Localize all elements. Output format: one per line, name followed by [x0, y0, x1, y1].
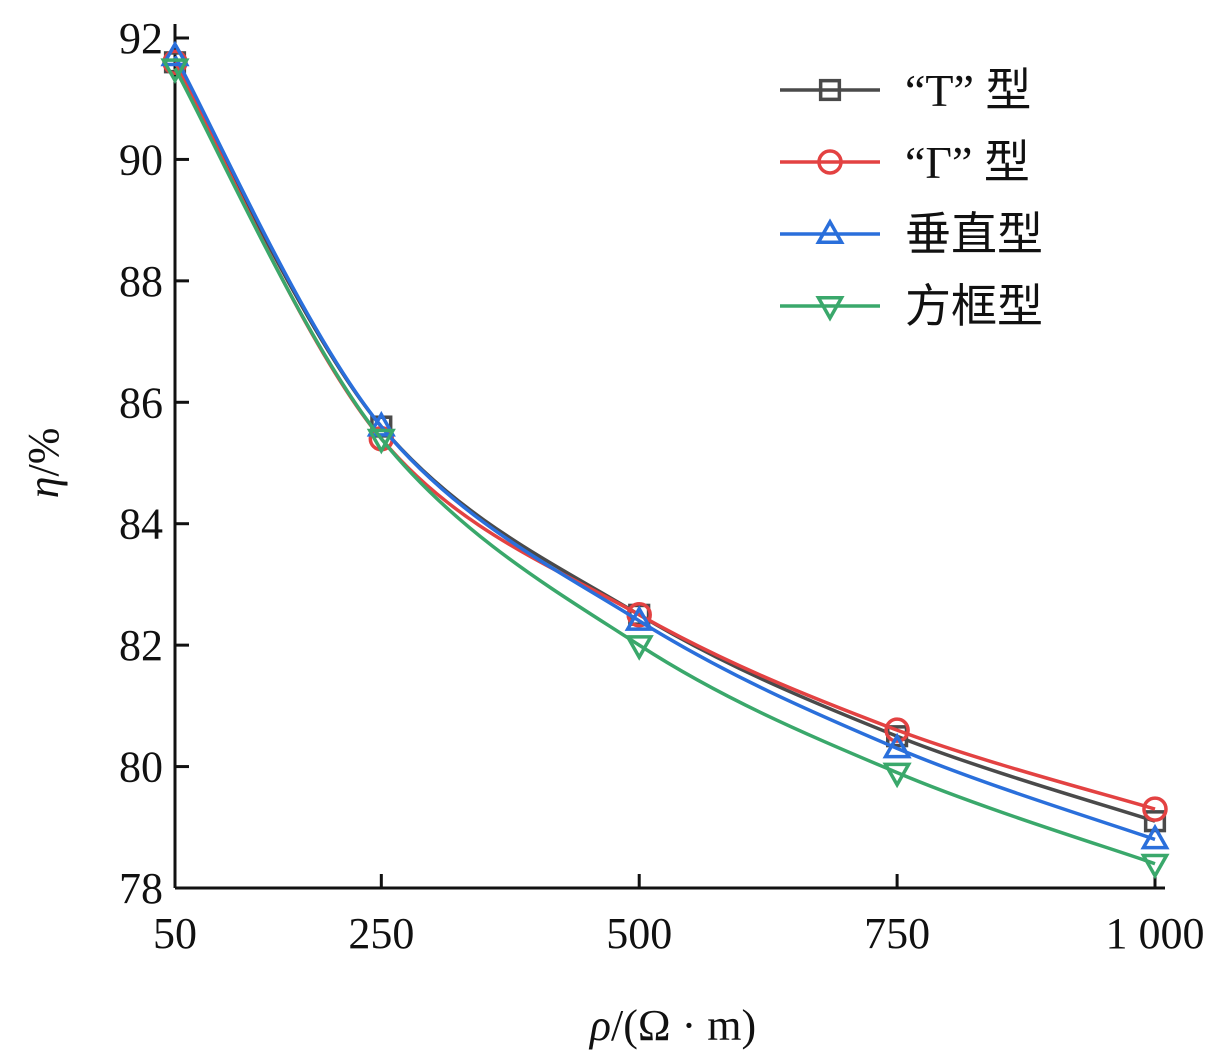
data-point [366, 428, 396, 455]
x-tick-label: 50 [153, 909, 197, 958]
data-point [1140, 853, 1170, 880]
legend-label: “Γ” 型 [905, 137, 1030, 188]
y-tick-label: 92 [119, 14, 163, 63]
x-tick-label: 250 [348, 909, 414, 958]
legend-marker [817, 149, 843, 175]
data-point [882, 762, 912, 789]
y-tick-label: 80 [119, 743, 163, 792]
legend-item-1: “Γ” 型 [780, 137, 1030, 188]
legend-item-3: 方框型 [780, 281, 1043, 332]
y-axis-variable: η [19, 477, 68, 499]
x-axis-variable: ρ [588, 1001, 611, 1050]
data-point [882, 732, 912, 759]
legend-label: “T” 型 [905, 65, 1031, 116]
y-tick-label: 86 [119, 378, 163, 427]
data-point [624, 605, 654, 631]
data-point [624, 635, 654, 661]
x-axis-unit: /(Ω · m) [611, 1001, 756, 1050]
data-point [366, 410, 396, 437]
data-point [1140, 823, 1170, 850]
series-group [160, 40, 1170, 880]
data-point [160, 40, 190, 67]
x-axis-title: ρ/(Ω · m) [588, 1001, 756, 1050]
y-axis-title: η/% [19, 428, 68, 499]
legend-label: 方框型 [905, 281, 1043, 332]
x-tick-label: 500 [606, 909, 672, 958]
y-axis-unit: /% [19, 428, 68, 477]
data-point [884, 717, 910, 743]
x-tick-label: 1 000 [1106, 909, 1205, 958]
legend-item-2: 垂直型 [780, 209, 1043, 260]
legend-marker [815, 296, 845, 322]
series-line-2 [173, 55, 1156, 842]
legend-marker [818, 78, 842, 102]
series-line-3 [173, 67, 1156, 866]
series-2 [160, 40, 1170, 850]
legend-item-0: “T” 型 [780, 65, 1031, 116]
y-tick-label: 82 [119, 621, 163, 670]
y-tick-label: 90 [119, 135, 163, 184]
axes: 78 80 82 84 86 88 90 92 50 250 500 750 1 000 ρ/(Ω · m… [19, 14, 1205, 1050]
y-tick-label: 84 [119, 500, 163, 549]
legend-label: 垂直型 [905, 209, 1043, 260]
x-tick-label: 750 [864, 909, 930, 958]
data-point [160, 58, 190, 85]
series-3 [160, 58, 1170, 880]
legend-marker [815, 218, 845, 244]
y-tick-label: 78 [119, 864, 163, 913]
y-tick-label: 88 [119, 257, 163, 306]
data-point [1142, 796, 1168, 822]
